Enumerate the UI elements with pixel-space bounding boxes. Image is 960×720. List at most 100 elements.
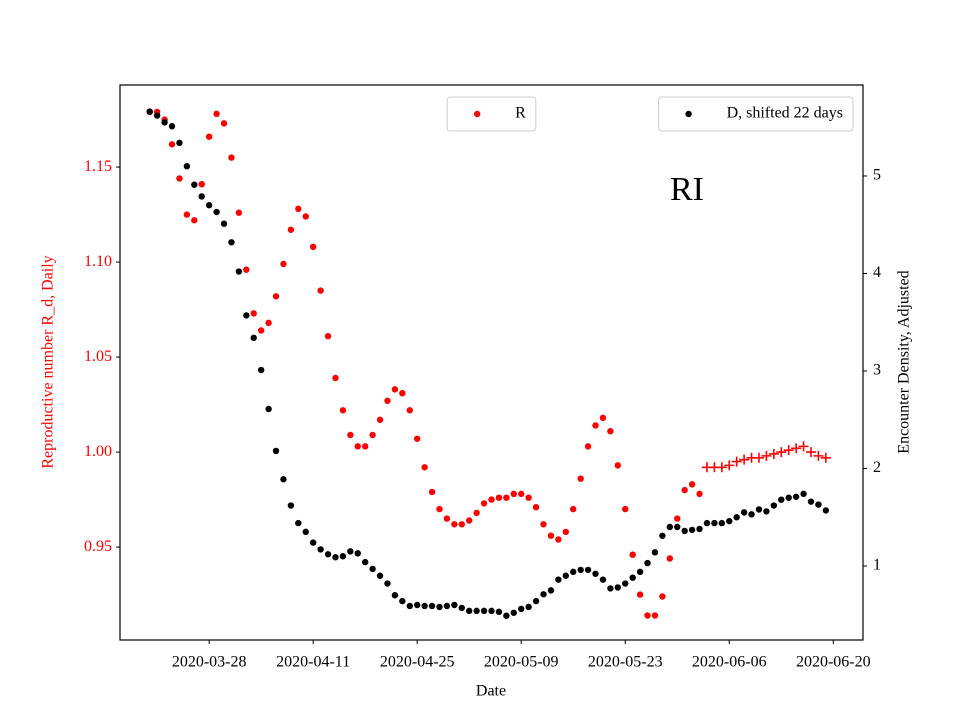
data-point: [562, 572, 569, 579]
data-point: [495, 608, 503, 616]
data-point: [518, 605, 525, 613]
data-point: [250, 334, 257, 342]
data-point: [317, 287, 324, 294]
data-point: [768, 448, 779, 459]
data-point: [391, 592, 399, 599]
data-point: [347, 548, 354, 555]
data-point: [243, 312, 250, 319]
data-point: [532, 597, 540, 605]
data-point: [726, 517, 733, 525]
data-point: [205, 202, 213, 209]
data-point: [376, 572, 384, 579]
data-point: [309, 243, 317, 251]
y-tick-label: 1.10: [84, 253, 112, 270]
data-point: [800, 490, 807, 498]
data-point: [354, 550, 361, 557]
data-point: [176, 139, 183, 147]
data-point: [666, 523, 674, 531]
y2-tick-label: 3: [873, 362, 881, 379]
data-point: [369, 565, 376, 573]
data-point: [436, 505, 443, 513]
data-point: [466, 517, 473, 524]
data-point: [361, 443, 369, 450]
data-point: [369, 431, 376, 439]
data-point: [339, 553, 347, 560]
data-point: [198, 180, 205, 188]
data-point: [622, 580, 629, 587]
data-point: [183, 211, 191, 218]
data-point: [503, 612, 510, 619]
data-point: [659, 593, 666, 600]
data-point: [592, 570, 599, 577]
data-point: [666, 555, 674, 562]
data-point: [414, 601, 421, 609]
data-point: [414, 435, 421, 442]
data-point: [250, 310, 257, 317]
x-tick-label: 2020-06-06: [692, 654, 767, 671]
data-point: [584, 443, 592, 450]
data-point: [577, 475, 584, 482]
data-point: [161, 119, 168, 126]
data-point: [651, 612, 659, 619]
data-point: [607, 427, 614, 435]
data-point: [265, 319, 272, 327]
data-point: [791, 443, 802, 454]
data-point: [570, 568, 577, 576]
data-point: [696, 525, 703, 533]
data-point: [748, 511, 755, 518]
x-tick-label: 2020-06-20: [796, 654, 871, 671]
data-point: [532, 503, 540, 511]
data-point: [592, 422, 599, 429]
data-point: [153, 112, 161, 119]
data-point: [659, 532, 666, 539]
data-point: [807, 498, 815, 505]
data-point: [243, 266, 250, 273]
data-point: [257, 327, 265, 334]
y2-tick-label: 4: [873, 264, 881, 281]
data-point: [711, 519, 718, 527]
data-point: [755, 506, 763, 513]
data-point: [257, 366, 265, 374]
data-point: [685, 110, 692, 118]
data-point: [783, 445, 794, 456]
legend-label: R: [515, 105, 526, 122]
y-tick-label: 1.00: [84, 443, 112, 460]
data-point: [540, 521, 547, 528]
data-point: [347, 431, 354, 439]
data-point: [770, 502, 778, 509]
data-point: [703, 519, 711, 527]
data-point: [763, 508, 770, 515]
data-point: [421, 602, 428, 610]
data-point: [614, 462, 622, 469]
data-point: [228, 239, 235, 246]
data-point: [473, 110, 481, 118]
y2-axis-label: Encounter Density, Adjusted: [896, 270, 913, 453]
data-point: [458, 604, 465, 612]
data-point: [815, 501, 822, 508]
x-tick-label: 2020-03-28: [172, 654, 247, 671]
x-tick-label: 2020-04-25: [380, 654, 455, 671]
data-point: [436, 603, 443, 611]
data-point: [510, 609, 517, 616]
data-point: [295, 519, 302, 527]
data-point: [480, 500, 488, 507]
data-point: [272, 447, 280, 455]
data-point: [525, 603, 532, 611]
data-point: [213, 110, 220, 118]
data-point: [473, 509, 480, 517]
data-point: [213, 208, 220, 216]
data-point: [805, 447, 816, 458]
data-point: [731, 456, 742, 467]
data-point: [399, 389, 406, 397]
data-point: [599, 414, 607, 422]
data-point: [696, 490, 703, 498]
data-point: [332, 554, 339, 561]
y-tick-label: 1.15: [84, 158, 112, 175]
data-point: [636, 568, 644, 576]
data-point: [421, 464, 428, 471]
data-point: [235, 268, 243, 275]
data-point: [406, 602, 413, 610]
y2-tick-label: 5: [873, 167, 881, 184]
annotation: RI: [670, 171, 704, 208]
data-point: [510, 490, 517, 498]
